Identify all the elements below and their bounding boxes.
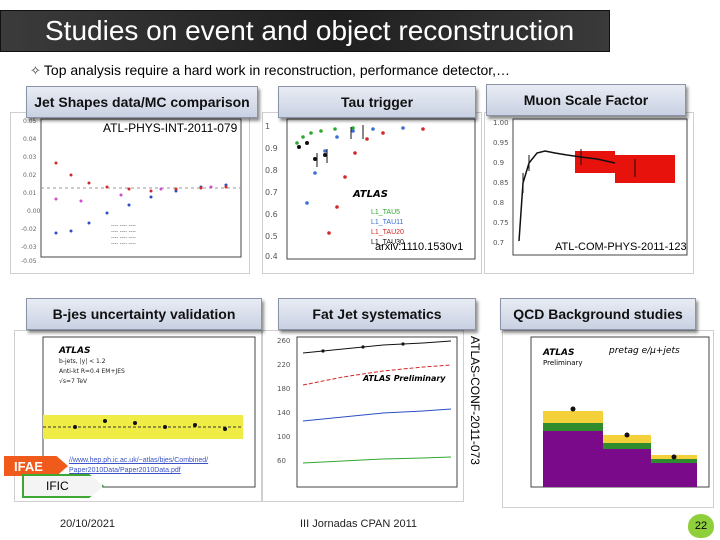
footer-date: 20/10/2021 bbox=[60, 518, 116, 530]
page-number: 22 bbox=[694, 520, 708, 532]
svg-text:ATLAS: ATLAS bbox=[58, 346, 90, 356]
title-background: Studies on event and object reconstructi… bbox=[0, 10, 610, 52]
svg-text:pretag e/μ+jets: pretag e/μ+jets bbox=[608, 346, 680, 356]
svg-text:ATLAS: ATLAS bbox=[542, 348, 574, 358]
muon-scale-svg: 1.00 0.95 0.9 0.85 0.8 0.75 0.7 bbox=[493, 118, 688, 256]
svg-text:ATLAS Preliminary: ATLAS Preliminary bbox=[362, 374, 446, 383]
svg-text:---- ---- ----: ---- ---- ---- bbox=[111, 229, 136, 235]
svg-text:180: 180 bbox=[277, 385, 290, 393]
svg-text:0.7: 0.7 bbox=[493, 239, 504, 247]
svg-text:0.02: 0.02 bbox=[23, 172, 37, 179]
svg-text:0.03: 0.03 bbox=[23, 154, 37, 161]
slide-title: Studies on event and object reconstructi… bbox=[45, 15, 575, 46]
svg-text:0.85: 0.85 bbox=[493, 179, 509, 187]
tau-legend-1: L1_TAU11 bbox=[371, 219, 404, 226]
svg-text:0.4: 0.4 bbox=[265, 252, 278, 261]
star-bullet-icon: ✧ bbox=[30, 63, 41, 78]
svg-text:1.00: 1.00 bbox=[493, 119, 509, 127]
ifae-logo: IFAE bbox=[4, 456, 68, 476]
tau-legend-3: L1_TAU30 bbox=[371, 239, 404, 246]
svg-text:0.7: 0.7 bbox=[265, 188, 278, 197]
qcd-svg: ATLAS Preliminary pretag e/μ+jets bbox=[530, 336, 710, 488]
svg-text:0.00: 0.00 bbox=[27, 208, 41, 215]
svg-text:ATLAS: ATLAS bbox=[352, 189, 388, 200]
svg-text:b-jets, |y| < 1.2: b-jets, |y| < 1.2 bbox=[59, 358, 106, 365]
bjes-url-line1[interactable]: //www.hep.ph.ic.ac.uk/~atlas/bjes/Combin… bbox=[69, 457, 209, 464]
svg-text:0.95: 0.95 bbox=[493, 139, 509, 147]
bjes-url-line2[interactable]: Paper2010Data/Paper2010Data.pdf bbox=[69, 467, 181, 474]
svg-text:0.8: 0.8 bbox=[493, 199, 504, 207]
svg-text:140: 140 bbox=[277, 409, 290, 417]
tau-trigger-ref: arxiv:1110.1530v1 bbox=[375, 241, 464, 253]
jet-shapes-svg: 0.05 0.04 0.03 0.02 0.01 0.00 -0.02 -0.03 -0.0… bbox=[21, 118, 242, 265]
qcd-plot: ATLAS Preliminary pretag e/μ+jets bbox=[502, 330, 714, 508]
svg-text:√s=7 TeV: √s=7 TeV bbox=[59, 378, 88, 385]
subtitle-text: Top analysis require a hard work in reco… bbox=[43, 62, 511, 78]
svg-text:220: 220 bbox=[277, 361, 290, 369]
fatjet-plot: 260 220 180 140 100 60 ATLAS Preliminary bbox=[262, 330, 464, 502]
svg-text:0.75: 0.75 bbox=[493, 219, 509, 227]
svg-text:---- ---- ----: ---- ---- ---- bbox=[111, 235, 136, 241]
svg-text:-0.03: -0.03 bbox=[21, 244, 37, 251]
subtitle: ✧ Top analysis require a hard work in rec… bbox=[30, 62, 510, 79]
jet-shapes-ref: ATL-PHYS-INT-2011-079 bbox=[103, 121, 238, 135]
fatjet-label: Fat Jet systematics bbox=[278, 298, 476, 330]
svg-text:260: 260 bbox=[277, 337, 290, 345]
tau-trigger-label: Tau trigger bbox=[278, 86, 476, 118]
svg-text:-0.05: -0.05 bbox=[21, 258, 37, 265]
jet-shapes-label: Jet Shapes data/MC comparison bbox=[26, 86, 258, 118]
muon-scale-plot: 1.00 0.95 0.9 0.85 0.8 0.75 0.7 ATL-COM-PHYS-… bbox=[484, 112, 694, 274]
fatjet-svg: 260 220 180 140 100 60 ATLAS Preliminary bbox=[277, 336, 458, 488]
svg-text:1: 1 bbox=[265, 122, 270, 131]
svg-text:100: 100 bbox=[277, 433, 290, 441]
tau-legend-0: L1_TAU5 bbox=[371, 209, 401, 216]
bjes-svg: ATLAS b-jets, |y| < 1.2 Anti-kt R=0.4 EM+… bbox=[42, 336, 256, 488]
svg-text:0.9: 0.9 bbox=[493, 159, 504, 167]
svg-text:---- ---- ----: ---- ---- ---- bbox=[111, 223, 136, 229]
page-number-badge: 22 bbox=[688, 514, 714, 538]
svg-text:0.8: 0.8 bbox=[265, 166, 278, 175]
svg-text:0.01: 0.01 bbox=[23, 190, 37, 197]
title-bar: Studies on event and object reconstructi… bbox=[0, 0, 720, 52]
svg-text:Preliminary: Preliminary bbox=[543, 359, 583, 367]
svg-text:0.04: 0.04 bbox=[23, 136, 37, 143]
svg-text:60: 60 bbox=[277, 457, 286, 465]
fatjet-ref: ATLAS-CONF-2011-073 bbox=[468, 336, 482, 465]
svg-text:0.05: 0.05 bbox=[23, 118, 37, 125]
svg-text:Anti-kt R=0.4 EM+JES: Anti-kt R=0.4 EM+JES bbox=[59, 368, 125, 375]
svg-text:-0.02: -0.02 bbox=[21, 226, 37, 233]
jet-shapes-plot: 0.05 0.04 0.03 0.02 0.01 0.00 -0.02 -0.03 -0.0… bbox=[10, 112, 250, 274]
tau-legend-2: L1_TAU20 bbox=[371, 229, 404, 236]
svg-text:0.6: 0.6 bbox=[265, 210, 278, 219]
tau-trigger-plot: 1 0.9 0.8 0.7 0.6 0.5 0.4 ATLAS L1_TAU5 L1_TA… bbox=[262, 112, 482, 274]
muon-scale-ref: ATL-COM-PHYS-2011-123 bbox=[555, 241, 687, 253]
svg-text:---- ---- ----: ---- ---- ---- bbox=[111, 241, 136, 247]
footer-event: III Jornadas CPAN 2011 bbox=[300, 518, 417, 530]
svg-text:0.9: 0.9 bbox=[265, 144, 278, 153]
qcd-label: QCD Background studies bbox=[500, 298, 696, 330]
bjes-label: B-jes uncertainty validation bbox=[26, 298, 262, 330]
svg-text:0.5: 0.5 bbox=[265, 232, 278, 241]
muon-scale-label: Muon Scale Factor bbox=[486, 84, 686, 116]
tau-trigger-svg: 1 0.9 0.8 0.7 0.6 0.5 0.4 ATLAS bbox=[265, 118, 476, 261]
ific-logo: IFIC bbox=[22, 474, 104, 498]
